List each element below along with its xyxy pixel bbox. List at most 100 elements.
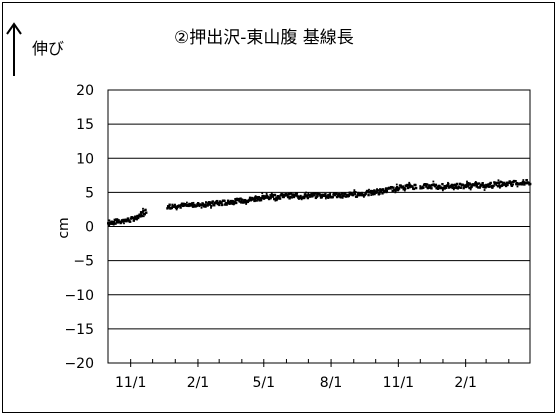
data-point xyxy=(232,203,235,206)
data-point xyxy=(240,200,243,202)
data-point xyxy=(145,211,148,214)
data-point xyxy=(461,183,465,186)
data-point xyxy=(498,182,501,185)
data-point xyxy=(253,199,256,203)
data-point xyxy=(277,197,280,200)
data-point xyxy=(227,201,230,203)
data-point xyxy=(123,219,127,223)
data-point xyxy=(486,184,489,188)
data-point xyxy=(428,184,431,187)
y-tick-label: 10 xyxy=(76,151,94,167)
data-point xyxy=(256,196,258,199)
data-point xyxy=(369,189,372,193)
data-point xyxy=(258,199,261,202)
data-point xyxy=(466,180,468,183)
data-point xyxy=(320,196,323,199)
data-point xyxy=(170,206,174,210)
data-point xyxy=(238,200,242,203)
data-point xyxy=(522,180,525,184)
data-point xyxy=(508,180,511,183)
data-point xyxy=(209,201,212,204)
data-point xyxy=(367,193,370,197)
data-point xyxy=(428,186,432,189)
data-point xyxy=(191,202,193,204)
data-point xyxy=(509,183,512,186)
data-point xyxy=(506,183,509,187)
data-point xyxy=(328,193,332,196)
data-point xyxy=(356,194,359,197)
data-point xyxy=(113,218,116,222)
data-point xyxy=(383,191,386,194)
data-point xyxy=(335,192,338,195)
data-point xyxy=(114,222,117,225)
data-point xyxy=(368,188,370,191)
data-point xyxy=(327,194,331,198)
data-point xyxy=(466,182,469,185)
plot-area: 20 15 10 5 0 −5 −10 −15 −20 11/1 2/1 5/1 8/1 11/1 2/1 xyxy=(64,83,532,391)
data-point xyxy=(489,181,492,185)
data-point xyxy=(126,217,130,220)
data-point xyxy=(496,185,500,188)
data-point xyxy=(144,208,147,212)
data-point xyxy=(226,199,230,202)
data-point xyxy=(497,181,500,184)
data-point xyxy=(278,197,282,200)
data-point xyxy=(141,211,144,214)
data-point xyxy=(441,182,444,186)
data-point xyxy=(403,187,407,191)
data-point xyxy=(495,184,498,187)
data-point xyxy=(275,197,279,201)
data-point xyxy=(357,193,361,197)
data-point xyxy=(131,216,135,220)
data-point xyxy=(467,183,470,186)
data-point xyxy=(447,181,449,184)
data-point xyxy=(185,201,188,204)
y-tick-label: −10 xyxy=(64,288,94,304)
data-point xyxy=(329,192,332,195)
data-point xyxy=(514,180,517,183)
data-point xyxy=(224,202,228,205)
data-point xyxy=(221,204,223,207)
data-point xyxy=(425,183,429,186)
data-point xyxy=(192,201,195,204)
data-point xyxy=(143,213,146,216)
data-point xyxy=(372,191,375,194)
x-tick-label: 5/1 xyxy=(253,375,276,391)
data-point xyxy=(473,184,476,187)
data-point xyxy=(455,182,459,186)
data-point xyxy=(464,185,468,189)
data-point xyxy=(375,191,378,194)
data-point xyxy=(395,186,399,189)
data-point xyxy=(134,215,137,218)
data-point xyxy=(327,196,330,199)
data-point xyxy=(455,186,458,189)
data-point xyxy=(305,191,308,194)
data-point xyxy=(487,183,490,186)
data-point xyxy=(338,193,341,196)
data-point xyxy=(481,182,484,185)
data-point xyxy=(452,188,455,191)
data-point xyxy=(173,203,176,207)
data-point xyxy=(441,189,444,192)
data-point xyxy=(215,199,219,203)
data-point xyxy=(273,193,277,197)
data-point xyxy=(414,186,418,190)
data-point xyxy=(107,224,110,226)
data-point xyxy=(444,185,447,188)
data-point xyxy=(269,194,272,196)
data-point xyxy=(467,181,470,184)
data-point xyxy=(299,194,302,198)
data-point xyxy=(427,186,430,189)
data-point xyxy=(239,197,242,200)
data-point xyxy=(422,186,425,189)
data-point xyxy=(207,201,211,204)
data-point xyxy=(370,191,373,195)
data-point xyxy=(168,205,171,208)
data-point xyxy=(483,189,486,191)
data-point xyxy=(272,193,275,197)
data-point xyxy=(429,184,432,187)
data-point xyxy=(311,193,315,196)
data-point xyxy=(270,196,272,199)
data-point xyxy=(360,191,364,195)
data-point xyxy=(215,201,218,205)
